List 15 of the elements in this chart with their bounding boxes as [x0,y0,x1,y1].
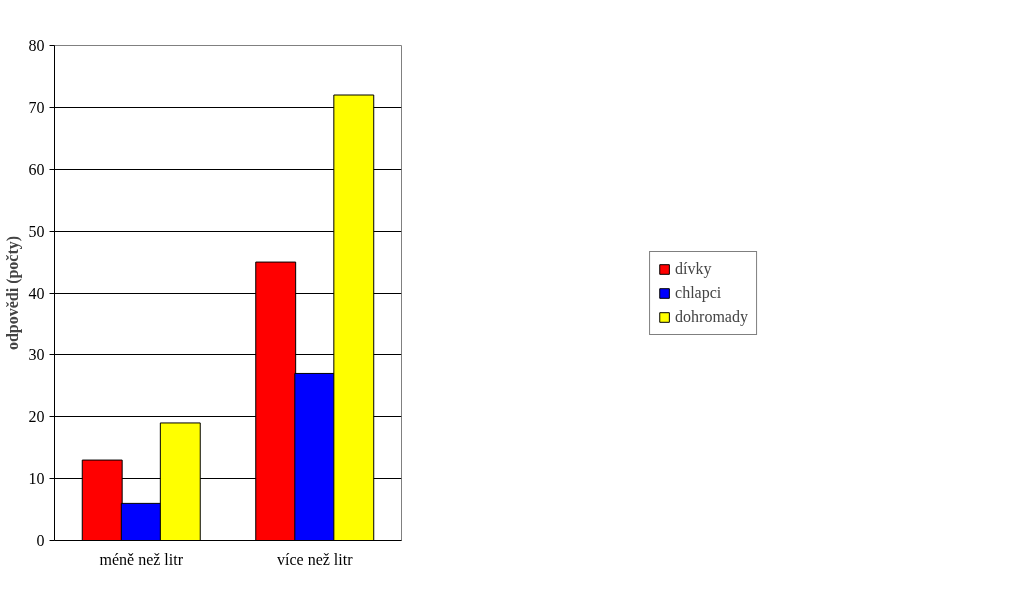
legend-label: chlapci [675,283,722,302]
y-tick-label: 10 [28,470,45,488]
y-tick-label: 0 [36,532,45,549]
y-axis-title: odpovědi (počty) [3,235,22,351]
y-tick-label: 80 [28,37,45,54]
y-tick-label: 40 [28,284,45,302]
y-tick-label: 70 [28,98,45,116]
y-tick-label: 50 [28,222,45,240]
x-tick-label: více než litr [276,550,354,568]
legend-label: dívky [675,259,712,278]
y-tick-label: 30 [28,346,45,364]
legend-label: dohromady [675,307,748,326]
y-tick-label: 20 [28,408,45,426]
x-tick-label: méně než litr [99,550,184,568]
y-tick-label: 60 [28,160,45,178]
